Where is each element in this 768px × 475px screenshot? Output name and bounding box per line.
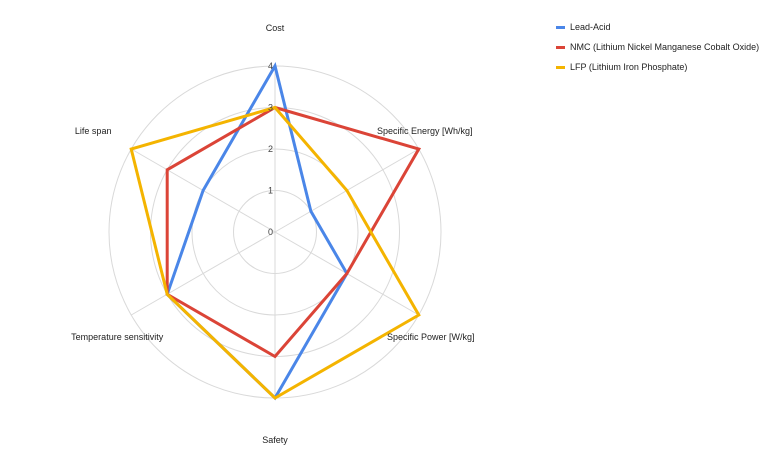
axis-label: Life span <box>75 126 112 136</box>
axis-label: Specific Power [W/kg] <box>387 332 475 342</box>
legend-label: LFP (Lithium Iron Phosphate) <box>570 62 688 72</box>
series-lfp-lithium-iron-phosphate <box>129 105 421 400</box>
grid-spoke <box>130 231 276 316</box>
tick-label: 0 <box>268 227 273 237</box>
legend-item: Lead-Acid <box>556 22 761 33</box>
chart-legend: Lead-Acid NMC (Lithium Nickel Manganese C… <box>556 22 761 82</box>
legend-item: LFP (Lithium Iron Phosphate) <box>556 62 761 73</box>
axis-label: Temperature sensitivity <box>71 332 164 342</box>
axis-label: Specific Energy [Wh/kg] <box>377 126 473 136</box>
tick-label: 4 <box>268 61 273 71</box>
legend-swatch <box>556 66 565 69</box>
legend-label: Lead-Acid <box>570 22 611 32</box>
radar-series <box>129 62 422 401</box>
legend-swatch <box>556 46 565 49</box>
tick-label: 3 <box>268 103 273 113</box>
radar-grid <box>108 65 442 399</box>
radar-labels: 0 1 2 3 4 Cost Specific Energy [Wh/kg] Specific… <box>71 23 474 445</box>
axis-label: Cost <box>266 23 285 33</box>
legend-item: NMC (Lithium Nickel Manganese Cobalt Oxi… <box>556 42 761 53</box>
axis-label: Safety <box>262 435 288 445</box>
series-nmc-lithium-nickel-manganese-cobalt-oxide <box>165 105 422 359</box>
tick-label: 2 <box>268 144 273 154</box>
tick-label: 1 <box>268 186 273 196</box>
legend-swatch <box>556 26 565 29</box>
legend-label: NMC (Lithium Nickel Manganese Cobalt Oxi… <box>570 42 760 52</box>
